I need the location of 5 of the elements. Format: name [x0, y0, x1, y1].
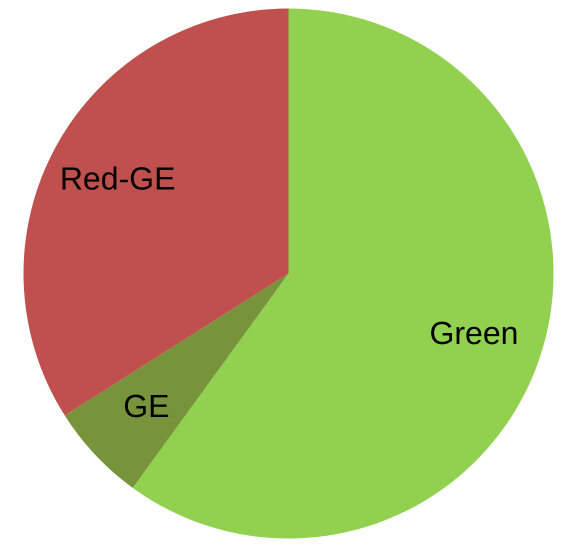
- pie-slice: [64, 274, 288, 488]
- pie-slice: [24, 8, 288, 416]
- slice-label: Green: [429, 314, 518, 351]
- slice-label: Red-GE: [60, 160, 176, 197]
- slice-label: GE: [123, 388, 170, 424]
